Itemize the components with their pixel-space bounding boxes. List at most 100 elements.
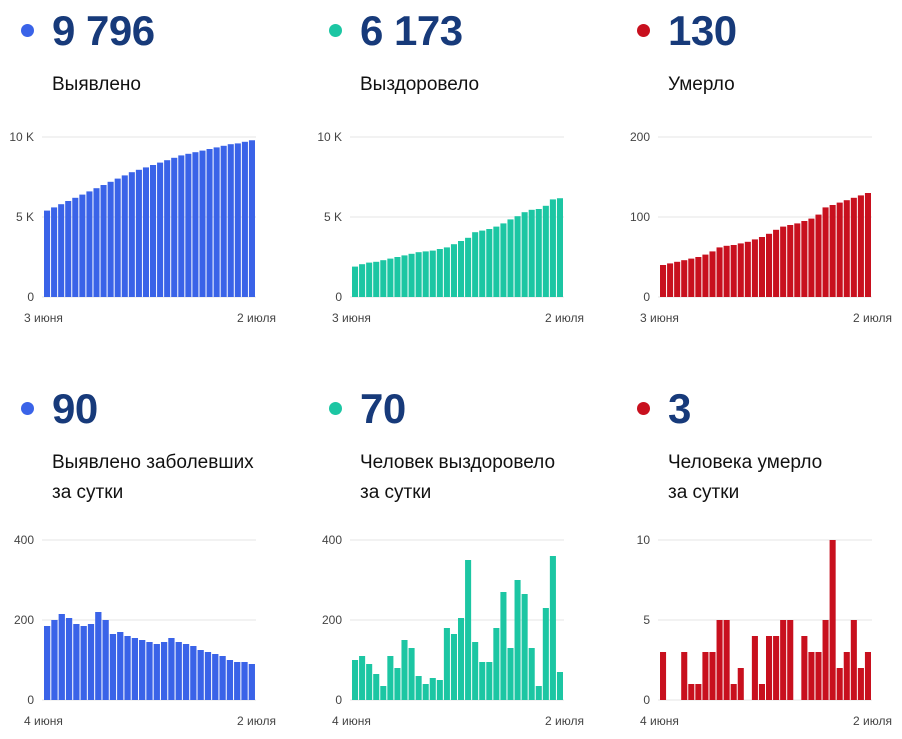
y-tick-label: 0 — [27, 693, 34, 707]
bar — [723, 620, 730, 700]
x-tick-label-start: 3 июня — [640, 311, 679, 325]
bar — [822, 620, 829, 700]
bar — [744, 241, 751, 297]
bar — [681, 652, 688, 700]
bar — [535, 209, 542, 297]
bar — [142, 167, 149, 297]
y-tick-label: 0 — [335, 290, 342, 304]
bar — [185, 153, 192, 297]
stat-label-line-2: за сутки — [668, 482, 740, 503]
bar — [131, 638, 139, 700]
bar — [521, 594, 528, 700]
stat-label-line-1: Человека умерло — [668, 452, 823, 473]
bar — [192, 152, 199, 297]
bar — [408, 648, 415, 700]
bar — [366, 664, 373, 700]
x-tick-label-start: 4 июня — [24, 714, 63, 728]
stat-value: 3 — [668, 385, 691, 432]
y-tick-label: 400 — [322, 533, 342, 547]
bar — [422, 684, 429, 700]
series-dot — [637, 402, 650, 415]
bar — [465, 560, 472, 700]
bar — [660, 265, 667, 297]
bar — [822, 207, 829, 297]
bar — [836, 668, 843, 700]
stat-label: Выздоровело — [360, 74, 480, 95]
x-tick-label-start: 4 июня — [640, 714, 679, 728]
y-tick-label: 10 — [637, 533, 651, 547]
bar — [808, 652, 815, 700]
x-tick-label-end: 2 июля — [853, 714, 892, 728]
bar — [702, 652, 709, 700]
bar — [234, 662, 241, 700]
bar — [93, 188, 100, 297]
stat-label: Выявлено — [52, 74, 141, 95]
bar — [528, 648, 535, 700]
bar — [248, 140, 255, 297]
bar — [408, 253, 415, 297]
bar — [458, 618, 465, 700]
series-dot — [637, 24, 650, 37]
bar — [829, 205, 836, 297]
panel-daily-cases: 90 Выявлено заболевших за сутки 0 200 400 4… — [0, 378, 300, 738]
bar — [124, 636, 131, 700]
bar — [674, 261, 681, 297]
bar — [857, 668, 864, 700]
bar-chart: 0 100 200 3 июня 2 июля — [630, 130, 892, 325]
panel-daily-recovered: 70 Человек выздоровело за сутки 0 200 400 4… — [308, 378, 608, 738]
y-tick-label: 5 — [643, 613, 650, 627]
bar — [117, 632, 124, 700]
bar — [394, 668, 401, 700]
x-tick-label-start: 3 июня — [24, 311, 63, 325]
bar — [479, 230, 486, 297]
bar — [850, 620, 857, 700]
panel-recovered: 6 173 Выздоровело 0 5 K 10 K 3 июня 2 июля — [308, 0, 608, 360]
bar — [73, 624, 80, 700]
bar — [422, 251, 429, 297]
bar — [121, 175, 128, 297]
bar — [401, 255, 408, 297]
bar — [709, 652, 716, 700]
bar — [716, 620, 723, 700]
bar — [100, 185, 107, 297]
bar — [153, 644, 160, 700]
stat-label-line-2: за сутки — [52, 482, 124, 503]
bar — [730, 684, 737, 700]
bar — [160, 642, 168, 700]
y-tick-label: 10 K — [317, 130, 342, 144]
y-tick-label: 0 — [27, 290, 34, 304]
panel-daily-deaths: 3 Человека умерло за сутки 0 5 10 4 июня 2 и… — [616, 378, 902, 738]
bar — [737, 668, 744, 700]
bar — [79, 194, 86, 297]
bar — [150, 165, 157, 297]
panel-deaths: 130 Умерло 0 100 200 3 июня 2 июля — [616, 0, 902, 360]
bar — [87, 624, 95, 700]
bar — [415, 252, 422, 297]
bar — [102, 620, 109, 700]
bar — [808, 218, 815, 297]
bar-chart: 0 200 400 4 июня 2 июля — [14, 533, 276, 728]
bar — [178, 155, 185, 297]
bar — [139, 640, 146, 700]
bar — [164, 160, 171, 297]
bar — [157, 162, 164, 297]
bar — [234, 143, 241, 297]
bar — [787, 225, 794, 297]
bar — [857, 195, 864, 297]
stat-label-line-2: за сутки — [360, 482, 432, 503]
y-tick-label: 5 K — [324, 210, 342, 224]
y-tick-label: 200 — [322, 613, 342, 627]
bar — [227, 144, 234, 297]
bar — [535, 686, 542, 700]
bar — [109, 634, 117, 700]
bar — [507, 648, 514, 700]
bar — [751, 239, 758, 297]
bar — [542, 608, 549, 700]
bar-chart: 0 5 K 10 K 3 июня 2 июля — [317, 130, 584, 325]
bar — [766, 233, 773, 297]
bar — [373, 261, 380, 297]
bar — [72, 197, 79, 297]
bar — [542, 205, 549, 297]
bar — [709, 251, 716, 297]
bar — [241, 662, 248, 700]
